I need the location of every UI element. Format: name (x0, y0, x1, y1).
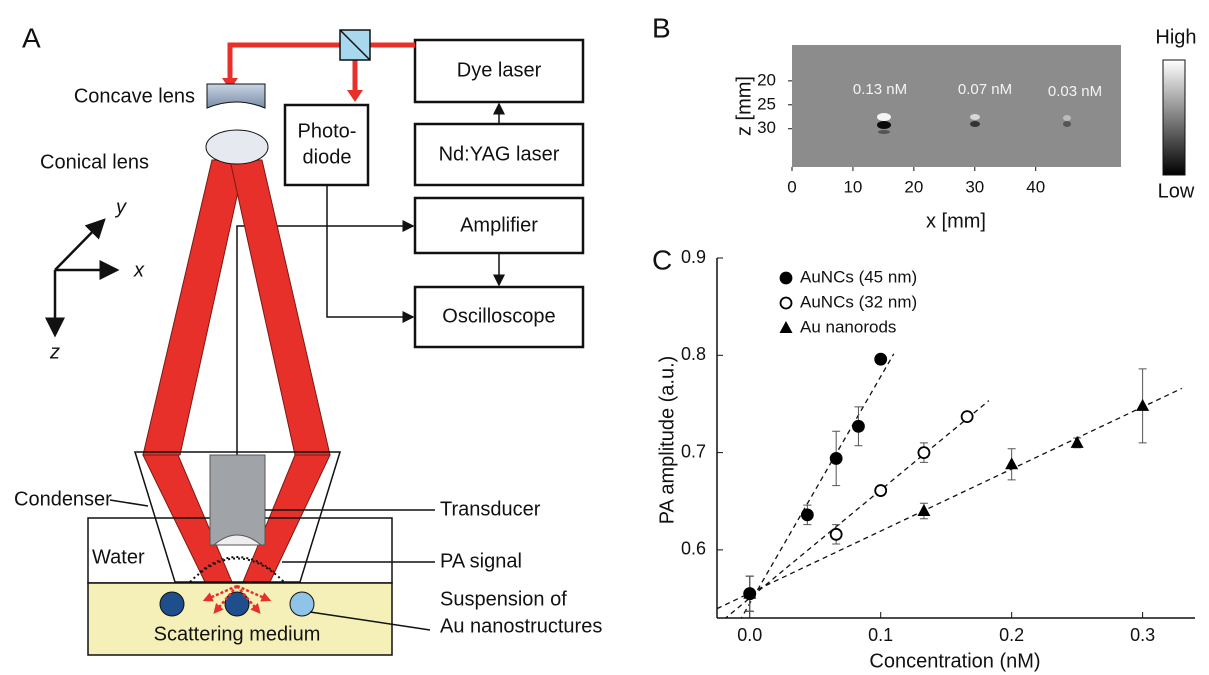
point (917, 503, 931, 516)
leader (309, 611, 431, 631)
box (413, 285, 585, 349)
annotation: 0.07 nM (958, 81, 1012, 98)
x-tick-label: 0.0 (737, 625, 762, 645)
legend-label: Au nanorods (800, 317, 896, 336)
label: Conical lens (40, 151, 149, 173)
pa-wave (199, 556, 275, 573)
colorbar-label: High (1155, 26, 1196, 48)
label: diode (303, 146, 352, 168)
label: Au nanostructures (440, 615, 602, 637)
label: Oscilloscope (442, 305, 555, 327)
label: Concave lens (74, 85, 195, 107)
label: Transducer (440, 498, 541, 520)
point (852, 419, 865, 433)
box (413, 122, 585, 187)
legend-label: AuNCs (45 nm) (800, 267, 917, 286)
label: Scattering medium (154, 623, 321, 645)
x-tick-label: 0.2 (999, 625, 1024, 645)
scatter-arrows (202, 584, 272, 614)
particle (159, 591, 185, 617)
y-tick-label: 0.7 (681, 441, 706, 461)
label: Dye laser (457, 59, 542, 81)
box (413, 38, 585, 104)
point (829, 452, 843, 465)
x-tick-label: 40 (1026, 177, 1045, 196)
label: Photo- (298, 120, 357, 142)
x-tick-label: 0.1 (868, 625, 893, 645)
point (917, 446, 931, 459)
beam-splitter-diagonal (339, 29, 371, 61)
panel-b: B 0.13 nM 0.07 nM 0.03 nM High Low x [mm… (652, 12, 1197, 232)
x-tick-label: 30 (965, 177, 984, 196)
point (874, 352, 888, 366)
panel-c: C Concentration (nM) PA amplitude (a.u.)… (652, 244, 1195, 672)
panel-label: A (22, 22, 41, 53)
point (743, 587, 757, 601)
colorbar-label: Low (1158, 180, 1195, 202)
panel-a: A Dye laser Nd:YAG laser Amplifier Oscil… (14, 22, 602, 656)
transducer (209, 454, 266, 546)
point (800, 508, 814, 522)
box (283, 103, 370, 187)
transducer-face (212, 534, 263, 546)
y-tick-label: 0.6 (681, 539, 706, 559)
label: Suspension of (440, 588, 567, 610)
arrow (236, 220, 415, 455)
y-tick-label: 25 (757, 94, 776, 113)
colorbar (1162, 59, 1186, 176)
y-tick-label: 0.9 (681, 247, 706, 267)
axis-arrow (54, 218, 106, 271)
conical-lens (205, 129, 269, 165)
concave-lens (206, 83, 266, 109)
legend-marker (779, 321, 793, 333)
legend-marker (779, 296, 793, 310)
spots (877, 113, 1071, 134)
point (1070, 435, 1084, 448)
fit-line (740, 353, 895, 618)
label: Amplifier (460, 214, 538, 236)
axis-label: y (114, 196, 127, 218)
particle (289, 591, 315, 617)
particle (224, 591, 250, 617)
legend-marker (779, 271, 793, 285)
axis-title: Concentration (nM) (869, 650, 1040, 672)
point (1136, 398, 1150, 411)
panel-label: B (652, 12, 671, 43)
point (1005, 457, 1019, 470)
panel-label: C (652, 244, 672, 275)
x-tick-label: 10 (843, 177, 862, 196)
axis-title: PA amplitude (a.u.) (656, 356, 678, 525)
y-tick-label: 30 (757, 118, 776, 137)
axis-title: z [mm] (733, 76, 755, 136)
label: Water (92, 546, 145, 568)
x-tick-label: 0 (787, 177, 796, 196)
point (960, 410, 974, 423)
axis-label: z (49, 341, 60, 363)
label: PA signal (440, 550, 522, 572)
label: Condenser (14, 488, 112, 510)
arrow (326, 185, 415, 323)
axis-title: x [mm] (926, 210, 986, 232)
point (829, 527, 843, 541)
annotation: 0.03 nM (1048, 83, 1102, 100)
y-tick-label: 20 (757, 70, 776, 89)
image (792, 45, 1121, 167)
legend-label: AuNCs (32 nm) (800, 292, 917, 311)
box (413, 196, 585, 255)
y-tick-label: 0.8 (681, 344, 706, 364)
arrowhead (347, 90, 363, 102)
x-tick-label: 20 (904, 177, 923, 196)
annotation: 0.13 nM (853, 81, 907, 98)
axis-label: x (133, 259, 145, 281)
point (874, 484, 888, 497)
condenser (133, 451, 342, 583)
label: Nd:YAG laser (439, 143, 560, 165)
x-tick-label: 0.3 (1130, 625, 1155, 645)
fit-line (717, 387, 1183, 610)
leader (109, 499, 149, 507)
